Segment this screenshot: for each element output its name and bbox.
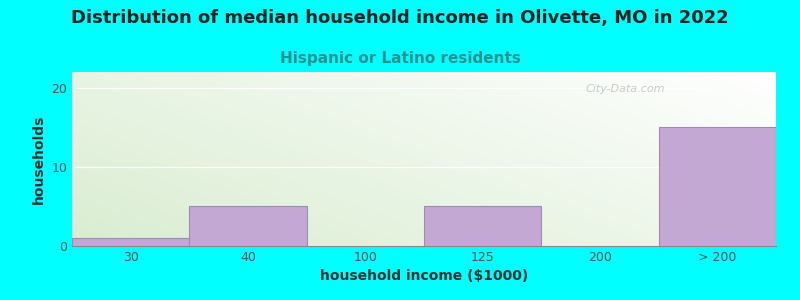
Bar — [424, 206, 542, 246]
Text: Distribution of median household income in Olivette, MO in 2022: Distribution of median household income … — [71, 9, 729, 27]
Bar — [190, 206, 306, 246]
Text: City-Data.com: City-Data.com — [586, 84, 666, 94]
Bar — [72, 238, 190, 246]
Y-axis label: households: households — [32, 114, 46, 204]
Bar — [658, 128, 776, 246]
X-axis label: household income ($1000): household income ($1000) — [320, 269, 528, 284]
Text: Hispanic or Latino residents: Hispanic or Latino residents — [279, 51, 521, 66]
